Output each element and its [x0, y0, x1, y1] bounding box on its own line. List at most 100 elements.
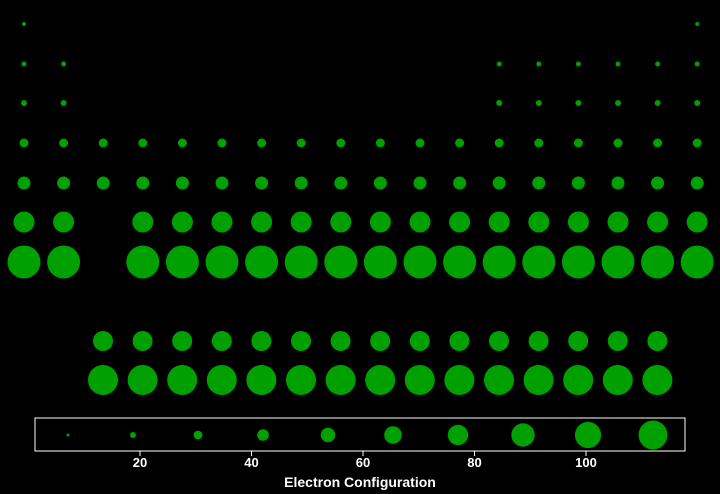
- fblock-bubble-1-row7: [88, 365, 118, 395]
- x-tick-label-100: 100: [575, 455, 597, 470]
- bubble-col13-row4: [494, 138, 504, 148]
- bubble-col4-row4: [138, 138, 148, 148]
- bubble-col15-row7: [561, 245, 595, 279]
- bubble-col1-row3: [21, 100, 27, 106]
- legend-bubble-2: [130, 432, 136, 438]
- bubble-col17-row7: [641, 245, 675, 279]
- bubble-col13-row2: [496, 61, 502, 67]
- legend-bubble-5: [320, 427, 336, 443]
- bubble-col9-row6: [330, 211, 352, 233]
- bubble-col2-row2: [61, 61, 67, 67]
- bubble-col15-row4: [573, 138, 583, 148]
- bubble-col10-row4: [375, 138, 385, 148]
- bubble-col11-row6: [409, 211, 431, 233]
- bubble-col17-row4: [653, 138, 663, 148]
- bubble-col14-row7: [522, 245, 556, 279]
- bubble-col14-row3: [535, 100, 542, 106]
- fblock-bubble-10-row7: [444, 365, 475, 395]
- fblock-bubble-9-row7: [404, 365, 435, 395]
- x-tick-label-80: 80: [467, 455, 481, 470]
- bubble-col12-row7: [443, 245, 477, 279]
- fblock-bubble-5-row6: [251, 331, 272, 351]
- bubble-col4-row5: [136, 176, 150, 190]
- x-tick-label-20: 20: [133, 455, 147, 470]
- bubble-col10-row7: [363, 245, 397, 279]
- bubble-col14-row4: [534, 138, 544, 148]
- bubble-col8-row7: [284, 245, 318, 279]
- fblock-bubble-9-row6: [409, 331, 430, 351]
- bubble-col10-row6: [369, 211, 391, 233]
- bubble-col9-row4: [336, 138, 346, 148]
- fblock-bubble-2-row7: [127, 365, 158, 395]
- bubble-col8-row5: [294, 176, 308, 190]
- bubble-col2-row5: [57, 176, 71, 190]
- bubble-col7-row5: [255, 176, 269, 190]
- fblock-bubble-8-row6: [370, 331, 391, 351]
- bubble-col7-row6: [251, 211, 273, 233]
- bubble-col16-row5: [611, 176, 625, 190]
- bubble-col13-row5: [492, 176, 506, 190]
- bubble-col13-row3: [496, 100, 503, 106]
- legend-bubble-6: [384, 426, 402, 444]
- fblock-bubble-3-row7: [167, 365, 198, 395]
- main-table-bubbles: [7, 22, 714, 279]
- bubble-col2-row4: [59, 138, 69, 148]
- bubble-col6-row4: [217, 138, 227, 148]
- bubble-col2-row7: [47, 245, 81, 279]
- bubble-col18-row7: [680, 245, 714, 279]
- bubble-col11-row7: [403, 245, 437, 279]
- fblock-bubble-12-row6: [528, 331, 549, 351]
- bubble-col6-row6: [211, 211, 233, 233]
- bubble-col12-row4: [455, 138, 465, 148]
- bubble-col16-row6: [607, 211, 629, 233]
- legend-bubble-4: [257, 429, 269, 441]
- bubble-col18-row4: [692, 138, 702, 148]
- bubble-col5-row4: [177, 138, 187, 148]
- bubble-col1-row1: [22, 22, 26, 26]
- fblock-bubble-14-row6: [607, 331, 628, 351]
- bubble-col4-row6: [132, 211, 154, 233]
- bubble-col1-row2: [21, 61, 27, 67]
- f-block-bubbles: [88, 331, 673, 395]
- bubble-col1-row5: [17, 176, 31, 190]
- fblock-bubble-15-row7: [642, 365, 673, 395]
- bubble-col14-row2: [536, 61, 542, 67]
- bubble-col18-row5: [690, 176, 704, 190]
- bubble-col14-row5: [532, 176, 546, 190]
- bubble-col5-row5: [175, 176, 189, 190]
- bubble-col15-row6: [567, 211, 589, 233]
- bubble-col17-row3: [654, 100, 661, 106]
- bubble-col16-row2: [615, 61, 621, 67]
- bubble-col2-row3: [60, 100, 67, 106]
- bubble-col13-row7: [482, 245, 516, 279]
- fblock-bubble-12-row7: [523, 365, 554, 395]
- bubble-col18-row1: [695, 22, 700, 26]
- bubble-col8-row6: [290, 211, 312, 233]
- x-axis-ticks: 20 40 60 80 100: [133, 451, 597, 470]
- bubble-col14-row6: [528, 211, 550, 233]
- fblock-bubble-11-row6: [489, 331, 509, 351]
- fblock-bubble-6-row6: [291, 331, 311, 351]
- bubble-col2-row6: [53, 211, 75, 233]
- bubble-col3-row5: [96, 176, 110, 190]
- bubble-col7-row7: [245, 245, 279, 279]
- fblock-bubble-7-row6: [330, 331, 351, 351]
- size-legend-bubbles: [66, 420, 668, 450]
- bubble-col16-row3: [615, 100, 621, 106]
- bubble-col8-row4: [296, 138, 306, 148]
- bubble-col5-row7: [165, 245, 199, 279]
- bubble-col15-row5: [571, 176, 585, 190]
- bubble-col10-row5: [373, 176, 387, 190]
- bubble-col15-row2: [575, 61, 581, 67]
- fblock-bubble-13-row6: [568, 331, 589, 351]
- legend-bubble-7: [447, 424, 469, 446]
- bubble-col5-row6: [171, 211, 193, 233]
- bubble-col1-row4: [19, 138, 29, 148]
- fblock-bubble-10-row6: [449, 331, 470, 351]
- bubble-col1-row6: [13, 211, 35, 233]
- fblock-bubble-1-row6: [93, 331, 113, 351]
- fblock-bubble-6-row7: [286, 365, 316, 395]
- bubble-col18-row6: [686, 211, 708, 233]
